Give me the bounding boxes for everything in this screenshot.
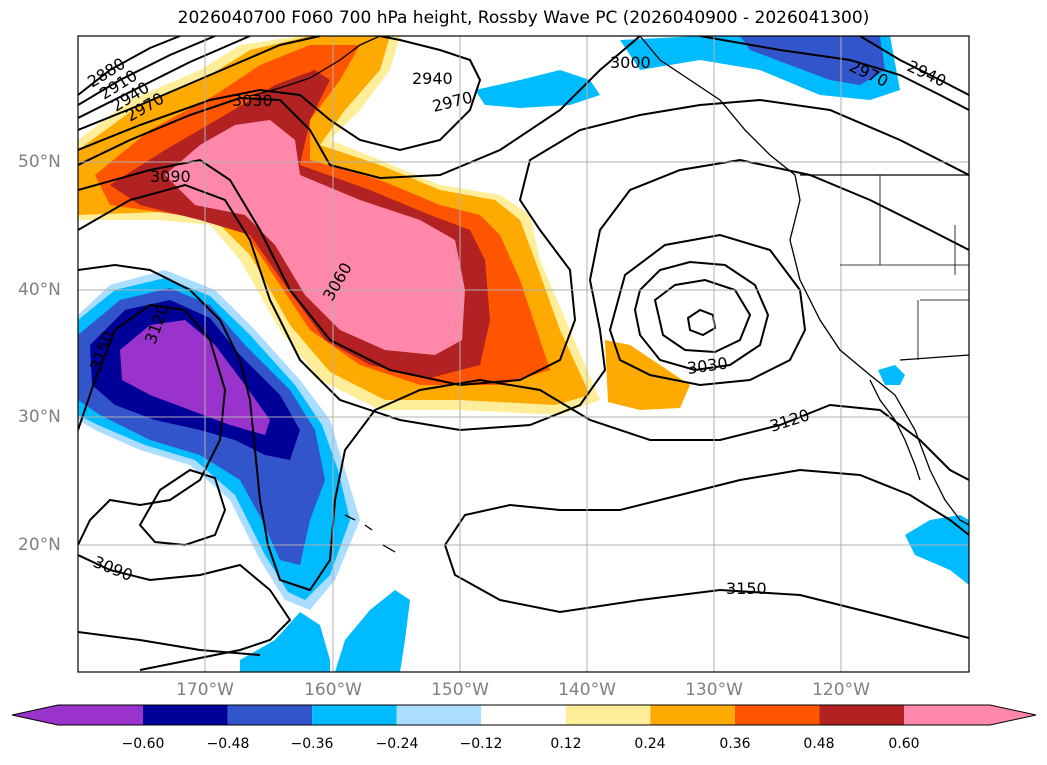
- contour-3030: [78, 36, 641, 180]
- contour-3180: [78, 631, 261, 656]
- colorbar-tick: 0.48: [803, 736, 835, 752]
- anomaly-shade-neg-northeast2: [740, 36, 885, 85]
- coast-baja: [869, 379, 921, 481]
- colorbar-tick: −0.60: [121, 736, 165, 752]
- contour-2880: [78, 36, 181, 96]
- colorbar-tick: 0.60: [888, 736, 920, 752]
- contour-label: 3000: [610, 53, 651, 72]
- colorbar-segment: [904, 705, 990, 725]
- lon-label-150w: 150°W: [431, 680, 489, 700]
- colorbar-segment: [143, 705, 228, 725]
- anomaly-shade-neg-0.60: [120, 320, 270, 435]
- colorbar-segment: [734, 705, 820, 725]
- anomaly-shade-neg-south: [240, 612, 330, 672]
- coastlines: [249, 36, 969, 553]
- map-frame: [77, 35, 970, 673]
- contour-3090: [78, 158, 969, 432]
- height-contours: [78, 36, 969, 671]
- hawaii: [344, 514, 396, 553]
- graticule: [78, 36, 969, 672]
- contour-3030-low: [633, 260, 770, 372]
- contour-3150-south: [444, 544, 969, 639]
- lat-label-50n: 50°N: [18, 152, 61, 172]
- lat-label-40n: 40°N: [18, 280, 61, 300]
- lon-label-120w: 120°W: [812, 680, 870, 700]
- colorbar-extend-high: [990, 705, 1036, 725]
- colorbar-segment: [565, 705, 651, 725]
- contour-2940-ne: [859, 36, 969, 96]
- contour-2970: [78, 36, 321, 131]
- contour-3000: [78, 36, 482, 152]
- colorbar-frame: [11, 704, 1037, 726]
- lat-label-30n: 30°N: [18, 407, 61, 427]
- contour-3150-east: [444, 468, 969, 546]
- colorbar-segment: [58, 705, 143, 725]
- lon-label-160w: 160°W: [304, 680, 362, 700]
- lon-label-130w: 130°W: [685, 680, 743, 700]
- map-title: 2026040700 F060 700 hPa height, Rossby W…: [177, 8, 870, 28]
- contour-2970-low: [686, 308, 717, 337]
- colorbar-segments: [12, 705, 1036, 725]
- lon-label-170w: 170°W: [176, 680, 234, 700]
- colorbar-segment: [819, 705, 904, 725]
- contour-3120: [78, 263, 969, 592]
- contour-3060-low: [608, 233, 807, 387]
- coast-alaska: [249, 36, 381, 97]
- colorbar-tick: 0.12: [550, 736, 582, 752]
- colorbar-segment: [650, 705, 735, 725]
- anomaly-shade-0.24-east: [605, 340, 690, 410]
- anomaly-shade-neg-se: [905, 515, 969, 585]
- contour-3150: [78, 303, 227, 546]
- colorbar-segment: [227, 705, 313, 725]
- state-borders: [840, 175, 969, 360]
- lat-label-20n: 20°N: [18, 535, 61, 555]
- contour-3090-south: [78, 554, 292, 671]
- anomaly-shade-neg-north: [475, 70, 600, 108]
- anomaly-shade-neg-baja: [878, 365, 905, 385]
- contour-2940: [78, 36, 251, 119]
- lon-label-140w: 140°W: [558, 680, 616, 700]
- colorbar-segment: [396, 705, 482, 725]
- contour-3150b: [138, 468, 227, 547]
- anomaly-shade-0.60: [165, 120, 465, 355]
- colorbar-tick: 0.36: [719, 736, 751, 752]
- colorbar-segment: [481, 705, 566, 725]
- colorbar-tick: 0.24: [634, 736, 666, 752]
- colorbar-tick: −0.48: [206, 736, 250, 752]
- contour-label: 3090: [150, 167, 191, 186]
- us-mexico-border: [899, 354, 969, 361]
- colorbar-tick: −0.12: [459, 736, 503, 752]
- colorbar-segment: [312, 705, 397, 725]
- contour-3000-low: [653, 278, 752, 354]
- contour-2910: [78, 36, 216, 106]
- coast-north-america: [639, 36, 969, 526]
- contour-label: 3030: [232, 91, 273, 110]
- contour-label: 3150: [726, 579, 767, 598]
- colorbar-tick: −0.24: [375, 736, 419, 752]
- anomaly-shade-neg-south2: [335, 590, 410, 672]
- colorbar-tick: −0.36: [290, 736, 334, 752]
- contour-label: 2940: [412, 69, 453, 88]
- colorbar-extend-low: [12, 705, 58, 725]
- contour-2970-ne: [699, 36, 969, 111]
- contour-3060: [78, 98, 969, 387]
